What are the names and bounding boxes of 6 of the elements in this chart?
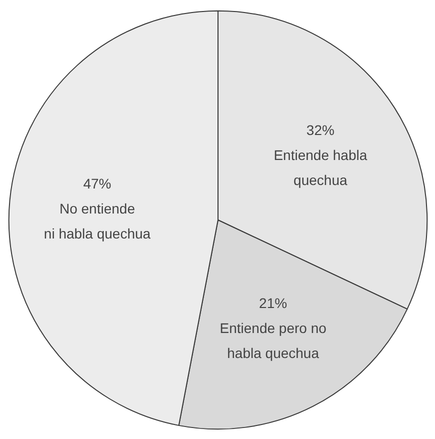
data-label: 32% [306,122,334,138]
slice-label: No entiende ni habla quechua [44,200,151,242]
slice-label: Entiende habla quechua [274,147,368,188]
data-label: 47% [83,176,112,192]
data-label: 21% [259,294,288,311]
slice-label: Entiende pero no habla quechua [220,320,327,362]
